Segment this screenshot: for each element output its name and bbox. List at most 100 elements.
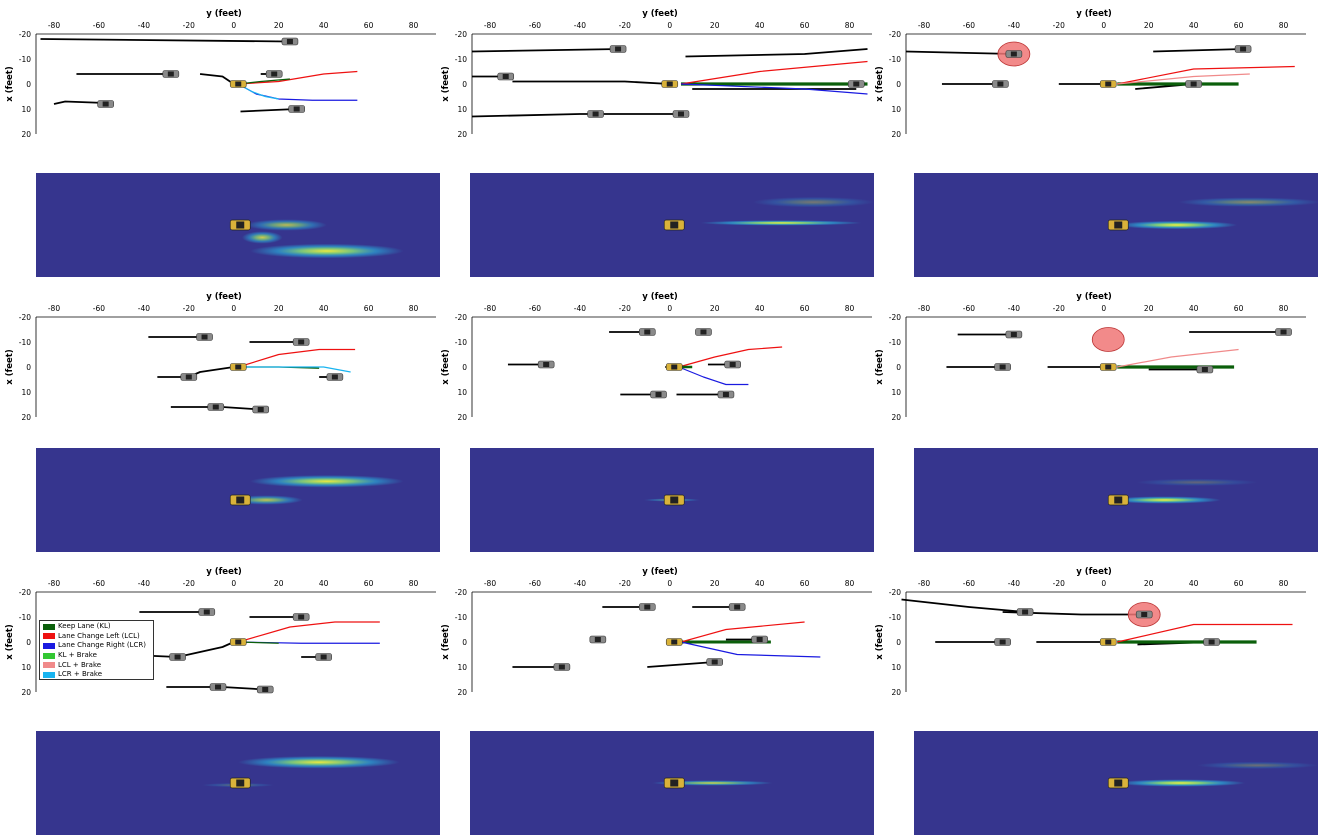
x-tick-label: -20 [183,21,195,30]
x-tick-label: 20 [710,21,720,30]
y-tick-label: -10 [889,338,901,347]
y-tick-label: 0 [462,638,467,647]
x-tick-label: 20 [274,304,284,313]
plot-area: y (feet) x (feet) -80 -60 -40 -20 0 20 40 60 80 -20… [441,567,872,697]
occupancy-heatmap [36,731,440,835]
predicted-trajectory [1117,623,1293,643]
heatmap-ego-vehicle [663,494,685,506]
vehicle [1185,80,1202,88]
x-axis-label: y (feet) [642,292,678,302]
occupancy-heatmap [470,448,874,552]
y-tick-label: 0 [896,363,901,372]
x-tick-label: -40 [1008,304,1020,313]
trajectory-plot: y (feet) x (feet) -80 -60 -40 -20 0 20 40 60 80 -20… [441,292,872,422]
y-tick-label: 20 [21,413,31,422]
vehicle-cabin [271,71,278,77]
vehicle [672,110,690,118]
y-tick-label: 0 [26,638,31,647]
x-tick-label: 20 [710,579,720,588]
vehicle-cabin [502,74,509,79]
vehicle [717,390,735,399]
x-tick-label: -40 [138,21,150,30]
vehicle-cabin [1208,639,1215,645]
predicted-trajectory [680,83,868,95]
legend-item-lcl-brake: LCL + Brake [43,660,150,670]
ego-vehicle [229,363,247,371]
y-tick-label: -20 [889,30,901,39]
vehicle-cabin [1010,51,1017,57]
x-tick-label: -60 [963,579,975,588]
vehicle-cabin [174,654,181,660]
occupancy-heatmap [36,173,440,277]
occupancy-blob [1136,478,1258,486]
y-tick-label: -10 [19,338,31,347]
x-tick-label: 60 [364,304,374,313]
predicted-trajectory [238,348,356,368]
x-tick-label: -40 [574,21,586,30]
y-tick-label: 0 [462,363,467,372]
y-tick-label: 20 [891,688,901,697]
occupancy-blob [250,475,404,488]
occupancy-blob [242,231,283,244]
ego-vehicle [229,638,247,646]
x-tick-label: 40 [755,579,765,588]
vehicle-cabin [236,221,245,229]
vehicle [695,328,712,336]
vehicle-cabin [298,339,305,345]
panel-1: y (feet) x (feet) -80 -60 -40 -20 0 20 40 60 80 -20… [5,0,436,139]
y-tick-label: -20 [889,588,901,597]
x-tick-label: -80 [48,579,60,588]
vehicle-cabin [999,639,1006,645]
vehicle-cabin [722,392,729,397]
x-tick-label: 20 [1144,21,1154,30]
trajectory-plot: y (feet) x (feet) -80 -60 -40 -20 0 20 40 60 80 -20… [441,567,872,697]
x-tick-label: -40 [138,579,150,588]
x-tick-label: -20 [619,21,631,30]
vehicle [315,653,332,661]
x-tick-label: 40 [755,21,765,30]
heatmap-ego-vehicle [663,219,685,231]
vehicle-cabin [167,71,174,77]
occupancy-blob [250,243,404,259]
x-tick-label: 80 [409,21,419,30]
vehicle-cabin [298,614,305,620]
vehicle-cabin [102,101,109,107]
x-tick-label: -60 [963,21,975,30]
vehicle-cabin [734,604,741,610]
x-tick-label: 60 [1234,21,1244,30]
x-tick-label: 60 [800,21,810,30]
occupancy-blob [1116,220,1238,230]
y-tick-label: 20 [457,413,467,422]
x-tick-label: 80 [845,579,855,588]
legend-swatch-kl [43,623,55,630]
plot-area: y (feet) x (feet) -80 -60 -40 -20 0 20 40 60 80 -20… [441,9,872,139]
vehicle-cabin [1240,46,1247,52]
occupancy-heatmap [914,731,1318,835]
trajectory-plot: y (feet) x (feet) -80 -60 -40 -20 0 20 40 60 80 -20… [5,9,436,139]
y-tick-label: 10 [891,663,901,672]
vehicle [589,635,607,644]
heatmap-ego-vehicle [229,777,251,789]
legend-label: KL + Brake [58,651,97,660]
x-tick-label: 80 [845,304,855,313]
vehicle-cabin [543,362,550,367]
y-tick-label: -20 [455,588,467,597]
vehicle [97,100,114,108]
x-tick-label: 80 [409,304,419,313]
y-tick-label: -10 [455,338,467,347]
vehicle-cabin [1022,609,1029,615]
vehicle-cabin [592,111,599,117]
trajectory-plot: y (feet) x (feet) -80 -60 -40 -20 0 20 40 60 80 -20… [875,292,1306,422]
vehicle-cabin [594,637,601,642]
vehicle [288,105,305,113]
y-tick-label: 10 [457,663,467,672]
vehicle-cabin [670,496,679,504]
vehicle [256,685,274,694]
x-tick-label: -40 [574,579,586,588]
vehicle [281,37,299,46]
y-tick-label: -10 [455,613,467,622]
ego-vehicle [661,80,679,88]
vehicle [292,613,310,621]
vehicle [209,683,227,691]
x-tick-label: 60 [364,21,374,30]
